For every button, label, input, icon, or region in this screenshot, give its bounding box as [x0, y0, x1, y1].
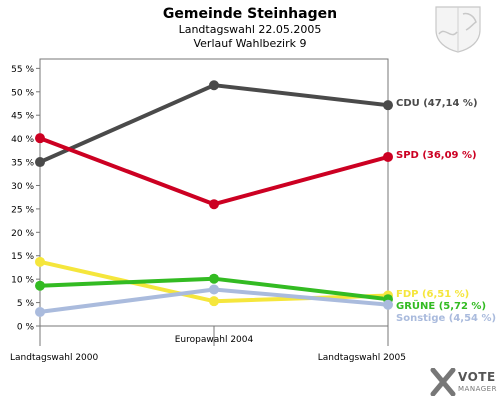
coat-of-arms-icon [435, 6, 481, 53]
y-tick-label: 35 % [11, 159, 34, 169]
data-point-spd [383, 151, 393, 162]
vote-manager-logo: VOTE MANAGER [430, 368, 500, 398]
chart-title: Gemeinde Steinhagen [162, 6, 338, 22]
chart-subtitle-2: Verlauf Wahlbezirk 9 [193, 37, 307, 50]
x-tick-label: Europawahl 2004 [175, 335, 254, 345]
end-labels: CDU (47,14 %) SPD (36,09 %) FDP (6,51 %)GR… [396, 98, 496, 324]
end-label-cdu: CDU (47,14 %) [396, 98, 478, 109]
y-tick-label: 45 % [11, 112, 34, 122]
x-axis: Landtagswahl 2000 Europawahl 2004 Landtags… [10, 326, 406, 363]
y-tick-label: 5 % [17, 299, 35, 309]
y-tick-label: 20 % [11, 229, 34, 239]
data-point-sonstige [35, 306, 45, 317]
y-tick-label: 0 % [17, 323, 35, 333]
data-point-fdp [209, 296, 219, 307]
x-tick-label: Landtagswahl 2000 [10, 353, 99, 363]
data-point-cdu [35, 157, 45, 168]
x-tick-label: Landtagswahl 2005 [318, 353, 406, 363]
brand-manager-text: MANAGER [458, 385, 497, 393]
data-point-grüne [35, 280, 45, 291]
end-label-sonstige: Sonstige (4,54 %) [396, 313, 496, 324]
data-point-spd [209, 199, 219, 210]
chart-subtitle: Landtagswahl 22.05.2005 [178, 23, 322, 36]
data-point-cdu [383, 100, 393, 111]
y-tick-label: 50 % [11, 88, 34, 98]
end-label-fdp: FDP (6,51 %) [396, 289, 469, 300]
brand-vote-text: VOTE [458, 370, 496, 384]
y-tick-label: 10 % [11, 276, 34, 286]
data-point-grüne [209, 273, 219, 284]
end-label-grüne: GRÜNE (5,72 %) [396, 298, 486, 312]
series-points [35, 80, 393, 317]
vote-manager-x-icon [430, 368, 456, 396]
data-point-spd [35, 133, 45, 144]
data-point-sonstige [209, 284, 219, 295]
end-label-spd: SPD (36,09 %) [396, 150, 477, 161]
title-block: Gemeinde Steinhagen Landtagswahl 22.05.2… [0, 6, 500, 51]
data-point-cdu [209, 80, 219, 91]
y-tick-label: 25 % [11, 205, 34, 215]
data-point-sonstige [383, 299, 393, 310]
y-axis: 0 % 5 % 10 % 15 % 20 % 25 % 30 % 35 % 40 % 45 % 50… [11, 65, 40, 333]
y-tick-label: 40 % [11, 135, 34, 145]
y-tick-label: 15 % [11, 252, 34, 262]
y-tick-label: 55 % [11, 65, 34, 75]
y-tick-label: 30 % [11, 182, 34, 192]
data-point-fdp [35, 256, 45, 267]
